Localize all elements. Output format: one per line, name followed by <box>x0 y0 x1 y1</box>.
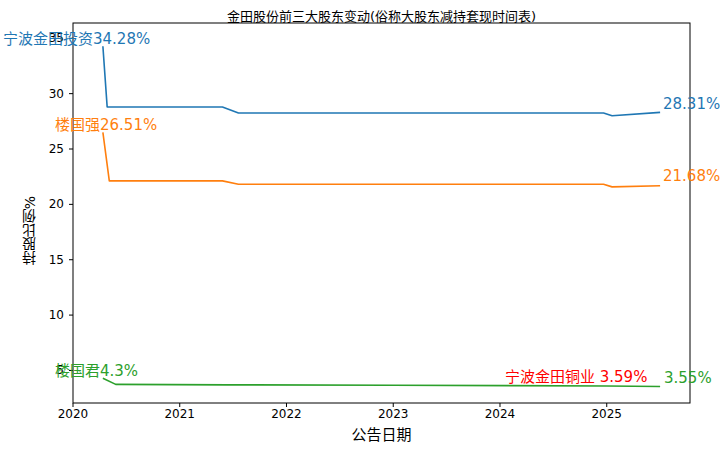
x-axis-label: 公告日期 <box>73 423 690 444</box>
y-tick-label: 25 <box>26 142 64 156</box>
y-tick-label: 30 <box>26 87 64 101</box>
series-start-label-lou-guojun: 楼国君4.3% <box>55 362 138 380</box>
x-tick-label: 2023 <box>371 407 415 421</box>
series-start-label-ningbo-jintian-investment: 宁波金田投资34.28% <box>3 30 150 48</box>
y-tick-label: 15 <box>26 253 64 267</box>
x-tick-label: 2024 <box>478 407 522 421</box>
annotation-ningbo-jintian-copper: 宁波金田铜业 3.59% <box>505 368 647 386</box>
x-tick-label: 2025 <box>585 407 629 421</box>
y-tick-label: 20 <box>26 197 64 211</box>
chart-title: 金田股份前三大股东变动(俗称大股东减持套现时间表) <box>63 6 700 25</box>
x-tick-label: 2022 <box>264 407 308 421</box>
series-end-label-ningbo-jintian-investment: 28.31% <box>663 95 720 113</box>
shareholding-line-chart: 金田股份前三大股东变动(俗称大股东减持套现时间表) 公告日期 持股比例% 宁波金… <box>0 0 723 451</box>
x-tick-label: 2021 <box>158 407 202 421</box>
x-tick-label: 2020 <box>51 407 95 421</box>
series-start-label-lou-guoqiang: 楼国强26.51% <box>55 116 157 134</box>
y-tick-label: 10 <box>26 308 64 322</box>
series-end-label-lou-guojun: 3.55% <box>664 369 712 387</box>
series-end-label-lou-guoqiang: 21.68% <box>663 167 720 185</box>
